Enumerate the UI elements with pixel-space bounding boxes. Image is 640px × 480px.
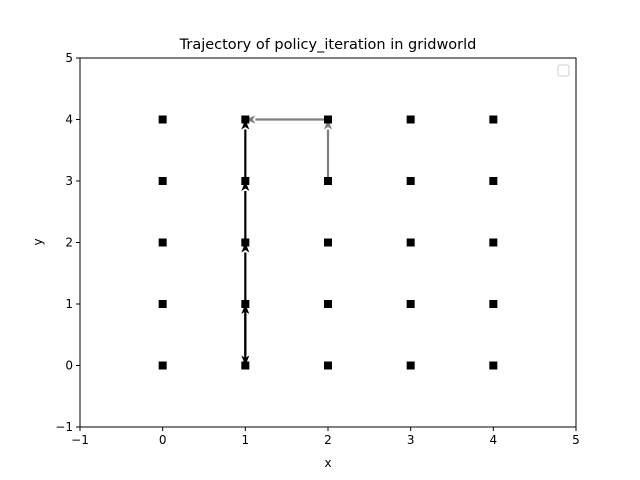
state-marker [489, 177, 498, 185]
y-tick-label: −1 [55, 420, 73, 434]
y-tick-label: 1 [65, 297, 73, 311]
trajectory-arrow [245, 115, 328, 124]
x-tick-label: −1 [71, 433, 89, 447]
trajectory-arrow [241, 304, 250, 366]
state-marker [406, 361, 415, 370]
legend-box [557, 64, 570, 77]
state-marker [158, 361, 167, 370]
x-tick-label: 5 [572, 433, 580, 447]
state-marker [406, 115, 415, 124]
state-marker [406, 238, 415, 247]
trajectory-arrow [241, 181, 250, 243]
x-tick-label: 3 [407, 433, 415, 447]
state-marker [324, 361, 332, 370]
state-marker [241, 177, 250, 185]
y-axis-ticks: −1 0 1 2 3 4 5 [55, 51, 80, 434]
state-marker [406, 177, 415, 185]
state-markers [158, 115, 498, 370]
y-tick-label: 3 [65, 174, 73, 188]
chart-title: Trajectory of policy_iteration in gridwo… [179, 37, 477, 53]
x-tick-label: 4 [490, 433, 498, 447]
x-tick-label: 2 [324, 433, 332, 447]
x-axis-ticks: −1 0 1 2 3 4 5 [71, 427, 580, 447]
state-marker [241, 300, 250, 308]
y-tick-label: 0 [65, 359, 73, 373]
x-axis-label: x [324, 456, 331, 470]
state-marker [158, 238, 167, 247]
x-tick-label: 0 [159, 433, 167, 447]
state-marker [324, 115, 332, 124]
trajectory-arrows [241, 115, 332, 366]
state-marker [324, 300, 332, 308]
state-marker [158, 177, 167, 185]
state-marker [241, 238, 250, 247]
state-marker [158, 300, 167, 308]
x-tick-label: 1 [242, 433, 250, 447]
state-marker [241, 361, 250, 370]
state-marker [489, 115, 498, 124]
y-tick-label: 4 [65, 113, 73, 127]
state-marker [241, 115, 250, 124]
y-tick-label: 5 [65, 51, 73, 65]
state-marker [489, 361, 498, 370]
state-marker [489, 238, 498, 247]
y-tick-label: 2 [65, 236, 73, 250]
state-marker [489, 300, 498, 308]
state-marker [324, 177, 332, 185]
y-axis-label: y [31, 238, 45, 245]
state-marker [158, 115, 167, 124]
trajectory-arrow [241, 119, 250, 181]
trajectory-arrow [324, 119, 332, 181]
state-marker [406, 300, 415, 308]
trajectory-arrow [241, 242, 250, 304]
state-marker [324, 238, 332, 247]
